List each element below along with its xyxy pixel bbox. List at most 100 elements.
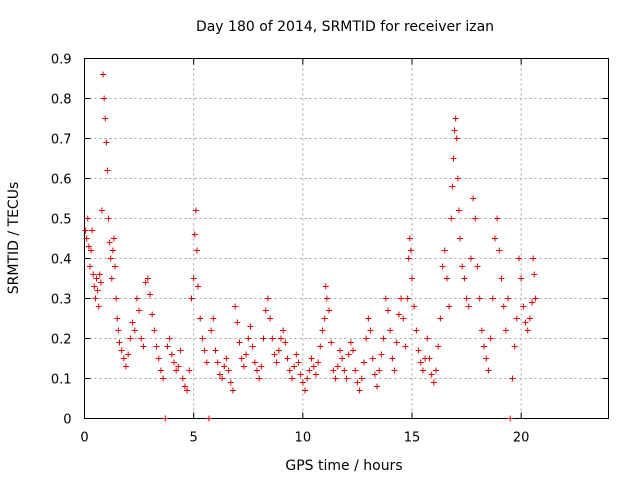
data-point	[321, 315, 328, 322]
data-point	[203, 359, 210, 366]
data-point	[136, 307, 143, 314]
data-point	[419, 367, 426, 374]
data-point	[105, 215, 112, 222]
data-point	[160, 375, 167, 382]
data-point	[138, 335, 145, 342]
data-point	[197, 315, 204, 322]
data-point	[306, 367, 313, 374]
data-point	[485, 367, 492, 374]
data-point	[491, 235, 498, 242]
data-point	[322, 283, 329, 290]
data-point	[467, 255, 474, 262]
data-point	[496, 247, 503, 254]
data-point	[153, 343, 160, 350]
data-point	[441, 247, 448, 254]
data-point	[91, 283, 98, 290]
data-point	[522, 319, 529, 326]
data-point	[452, 115, 459, 122]
data-point	[481, 343, 488, 350]
data-point	[181, 383, 188, 390]
data-point	[387, 327, 394, 334]
data-point	[498, 275, 505, 282]
data-point	[478, 327, 485, 334]
data-point	[369, 355, 376, 362]
data-point	[227, 379, 234, 386]
data-point	[275, 347, 282, 354]
data-point	[179, 375, 186, 382]
data-point	[417, 359, 424, 366]
data-point	[205, 415, 212, 422]
data-point	[430, 379, 437, 386]
data-point	[308, 355, 315, 362]
data-point	[269, 335, 276, 342]
data-point	[243, 351, 250, 358]
data-point	[341, 367, 348, 374]
data-point	[449, 183, 456, 190]
data-point	[173, 367, 180, 374]
data-point	[378, 351, 385, 358]
data-point	[487, 335, 494, 342]
data-point	[284, 355, 291, 362]
data-point	[240, 363, 247, 370]
data-point	[407, 247, 414, 254]
data-point	[251, 359, 258, 366]
data-point	[500, 303, 507, 310]
data-point	[193, 247, 200, 254]
data-point	[374, 383, 381, 390]
data-point	[155, 355, 162, 362]
data-point	[304, 375, 311, 382]
data-point	[334, 363, 341, 370]
data-point	[122, 363, 129, 370]
y-tick-label: 0.3	[51, 293, 72, 308]
data-point	[140, 343, 147, 350]
data-point	[384, 307, 391, 314]
data-point	[190, 275, 197, 282]
data-point	[166, 335, 173, 342]
x-tick-label: 10	[295, 431, 312, 446]
data-series	[82, 71, 539, 422]
data-point	[367, 327, 374, 334]
data-point	[162, 415, 169, 422]
data-point	[110, 235, 117, 242]
y-tick-label: 0.2	[51, 333, 72, 348]
data-point	[494, 215, 501, 222]
data-point	[453, 135, 460, 142]
data-point	[186, 367, 193, 374]
data-point	[472, 215, 479, 222]
data-point	[214, 359, 221, 366]
data-point	[96, 271, 103, 278]
data-point	[328, 339, 335, 346]
data-point	[455, 207, 462, 214]
data-point	[267, 315, 274, 322]
x-tick-label: 5	[190, 431, 198, 446]
data-point	[526, 315, 533, 322]
data-point	[505, 295, 512, 302]
data-point	[326, 307, 333, 314]
data-point	[356, 387, 363, 394]
data-point	[260, 335, 267, 342]
data-point	[216, 371, 223, 378]
data-point	[282, 339, 289, 346]
data-point	[404, 295, 411, 302]
data-point	[109, 247, 116, 254]
data-point	[310, 363, 317, 370]
data-point	[177, 347, 184, 354]
data-point	[507, 415, 514, 422]
axis-ticks: 0 0.1 0.2 0.3 0.4 0.5 0.6 0.7 0.8 0.9 0 5 10 15 20	[51, 53, 609, 446]
data-point	[336, 347, 343, 354]
data-point	[457, 235, 464, 242]
data-point	[253, 367, 260, 374]
data-point	[459, 263, 466, 270]
data-point	[350, 347, 357, 354]
plot-frame	[84, 58, 609, 419]
data-point	[398, 295, 405, 302]
data-point	[299, 379, 306, 386]
grid	[84, 58, 609, 419]
data-point	[192, 207, 199, 214]
data-point	[264, 295, 271, 302]
data-point	[82, 227, 89, 234]
data-point	[98, 207, 105, 214]
data-point	[380, 335, 387, 342]
data-point	[201, 347, 208, 354]
data-point	[95, 303, 102, 310]
